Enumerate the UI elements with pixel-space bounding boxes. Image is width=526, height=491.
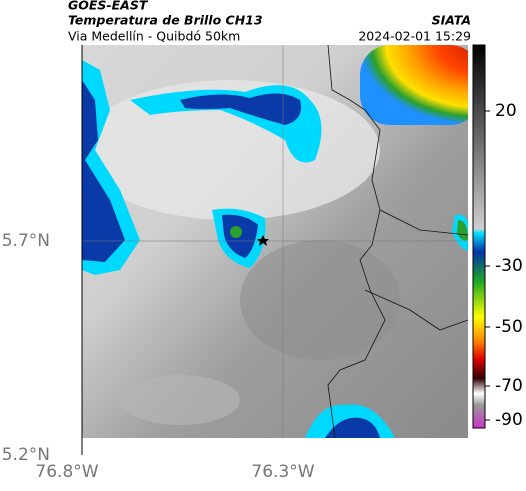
lon-label: 76.3°W xyxy=(251,462,314,482)
satellite-image xyxy=(82,45,468,438)
lon-label: 76.8°W xyxy=(35,462,98,482)
source: GOES-EAST xyxy=(68,0,149,13)
org: SIATA xyxy=(432,13,471,28)
colorbar-tick-label: -90 xyxy=(495,410,523,430)
product: Temperatura de Brillo CH13 xyxy=(68,13,263,28)
datetime: 2024-02-01 15:29 xyxy=(358,29,471,44)
colorbar xyxy=(472,44,486,429)
lat-label: 5.7°N xyxy=(2,231,50,251)
lat-label: 5.2°N xyxy=(2,445,50,465)
route: Via Medellín - Quibdó 50km xyxy=(68,29,240,44)
colorbar-ticks: 20 -30 -50 -70 -90 xyxy=(485,101,523,430)
colorbar-tick-label: -30 xyxy=(495,256,523,276)
colorbar-tick-label: 20 xyxy=(495,101,517,121)
colorbar-tick-label: -70 xyxy=(495,376,523,396)
colorbar-tick-label: -50 xyxy=(495,317,523,337)
